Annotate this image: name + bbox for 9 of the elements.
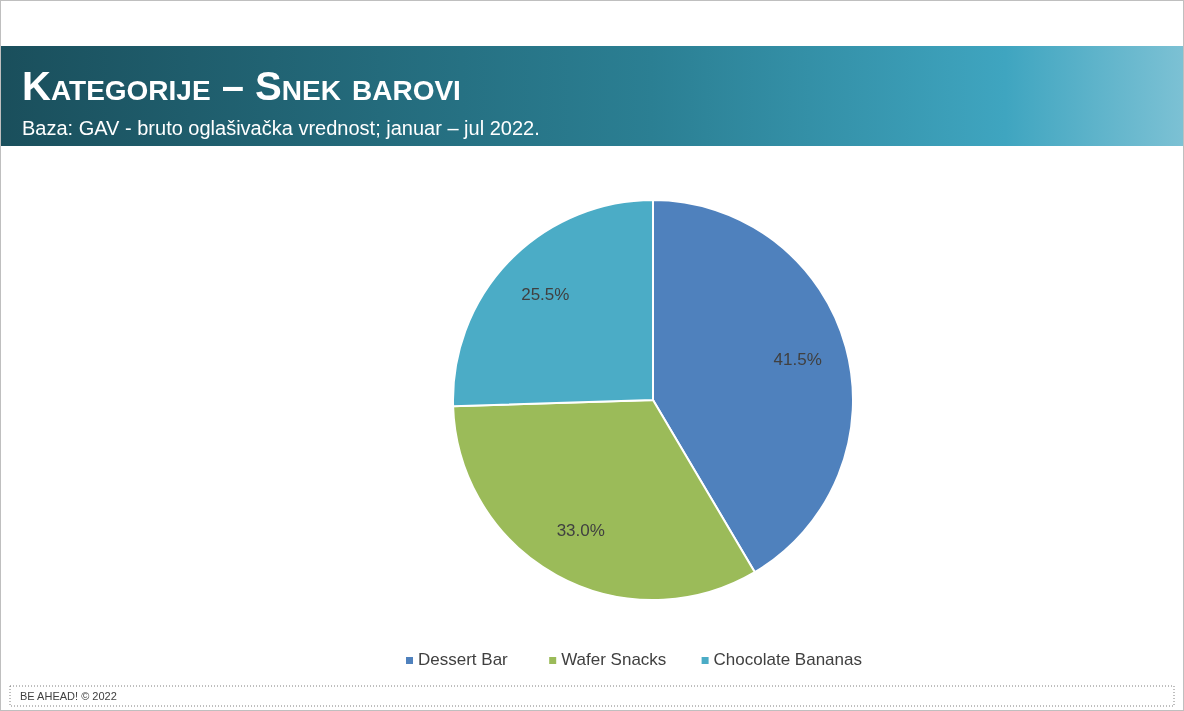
data-label: 33.0% xyxy=(556,520,605,540)
data-label: 25.5% xyxy=(521,285,570,305)
legend-label: Wafer Snacks xyxy=(561,650,667,670)
data-label: 41.5% xyxy=(773,349,822,369)
legend-label: Chocolate Bananas xyxy=(713,650,862,670)
text: BE AHEAD! © 2022 xyxy=(20,690,117,702)
chart-title: Kategorije – Snek barovi xyxy=(22,64,461,108)
chart-subtitle: Baza: GAV - bruto oglašivačka vrednost; januar – jul 2022. xyxy=(22,117,540,139)
legend-label: Dessert Bar xyxy=(418,650,509,670)
